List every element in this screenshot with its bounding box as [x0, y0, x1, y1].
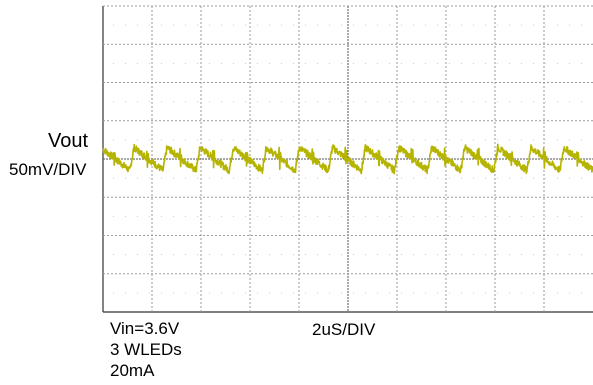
condition-current: 20mA: [110, 361, 155, 380]
channel-scale-label: 50mV/DIV: [9, 160, 87, 179]
condition-leds: 3 WLEDs: [110, 340, 182, 359]
timebase-scale-label: 2uS/DIV: [312, 320, 376, 339]
test-conditions: Vin=3.6V 3 WLEDs 20mA: [110, 318, 182, 381]
channel-name-label: Vout: [48, 130, 89, 152]
vout-trace: [102, 143, 593, 175]
scope-grid: [102, 5, 593, 313]
vout-trace-group: [102, 143, 593, 175]
condition-vin: Vin=3.6V: [110, 319, 180, 338]
